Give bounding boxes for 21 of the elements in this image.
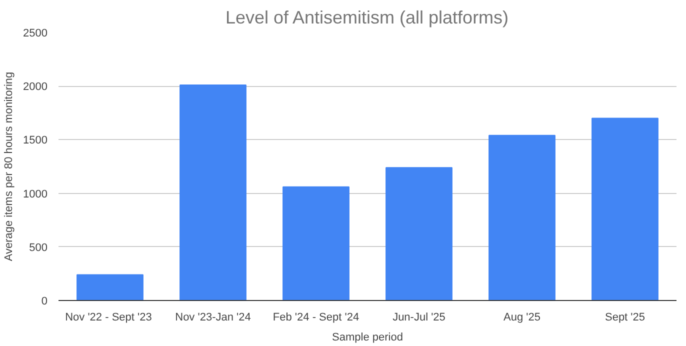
x-tick-label: Feb '24 - Sept '24	[272, 312, 360, 324]
x-tick-label: Nov '23-Jan '24	[175, 312, 251, 324]
y-tick-label: 500	[29, 242, 48, 254]
y-tick-label: 2000	[23, 81, 48, 94]
x-tick-label: Sept '25	[604, 312, 646, 324]
y-axis-title: Average items per 80 hours monitoring	[3, 72, 16, 262]
y-tick-label: 1500	[23, 134, 48, 147]
bar	[76, 274, 144, 300]
y-tick-label: 2500	[23, 28, 48, 40]
bar	[180, 84, 246, 300]
bar	[386, 167, 452, 300]
y-tick-label: 1000	[23, 188, 48, 200]
y-tick-label: 0	[41, 296, 48, 308]
x-tick-label: Nov '22 - Sept '23	[65, 312, 152, 324]
bar	[592, 118, 658, 300]
chart-title: Level of Antisemitism (all platforms)	[225, 8, 509, 28]
bar	[488, 134, 556, 300]
bar	[282, 186, 350, 300]
x-tick-label: Jun-Jul '25	[392, 312, 446, 324]
x-tick-label: Aug '25	[504, 312, 540, 324]
x-axis-title: Sample period	[332, 332, 403, 344]
